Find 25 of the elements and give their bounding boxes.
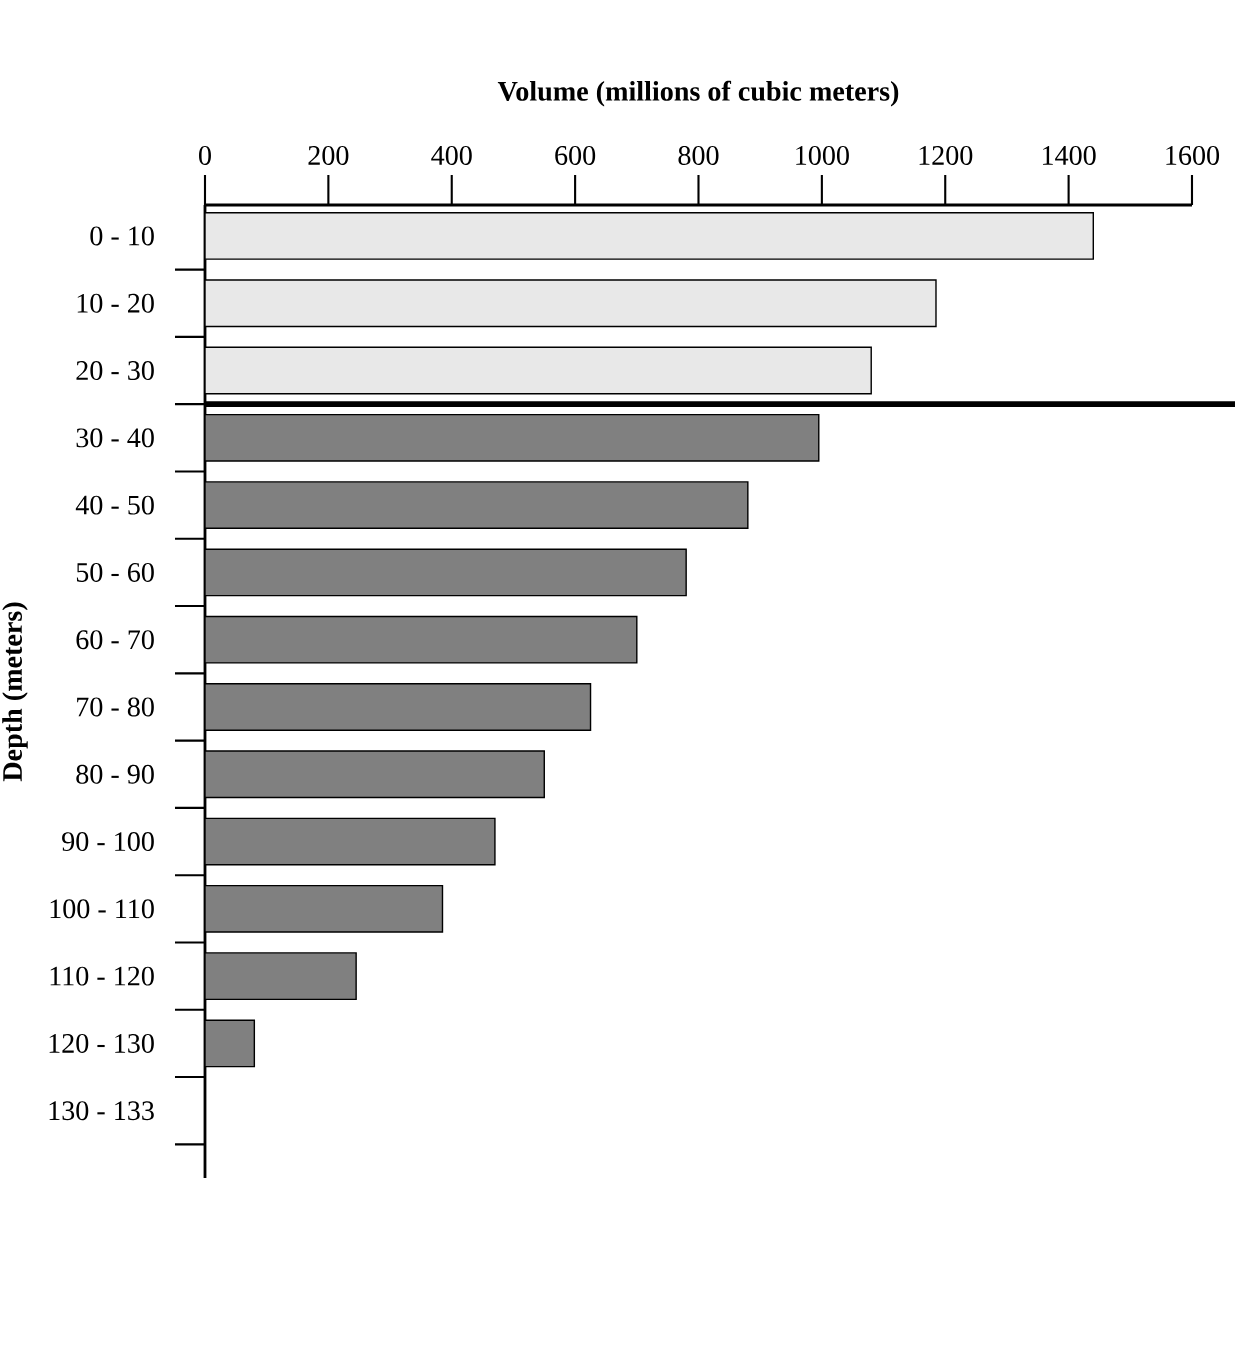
y-tick-label: 110 - 120 — [50, 966, 154, 986]
x-tick-label: 200 — [308, 145, 349, 165]
x-tick-label: 1000 — [796, 145, 849, 165]
x-tick-label: 0 — [199, 145, 211, 165]
x-tick-label: 600 — [555, 145, 596, 165]
y-tick-label: 60 - 70 — [76, 630, 154, 650]
y-tick-label: 90 - 100 — [62, 832, 154, 852]
x-tick-label: 1600 — [1166, 145, 1220, 165]
y-tick-label: 80 - 90 — [76, 764, 154, 784]
y-tick-label: 40 - 50 — [75, 495, 154, 515]
x-tick-label: 1200 — [919, 145, 973, 165]
y-tick-label: 20 - 30 — [76, 361, 154, 381]
x-tick-label: 1400 — [1042, 145, 1096, 165]
y-tick-label: 10 - 20 — [77, 293, 154, 313]
x-axis-title: Volume (millions of cubic meters) — [497, 80, 899, 107]
y-tick-label: 70 - 80 — [77, 697, 154, 717]
x-tick-label: 400 — [431, 145, 472, 165]
y-tick-label: 100 - 110 — [50, 899, 154, 919]
x-tick-label: 800 — [678, 145, 719, 165]
y-tick-label: 30 - 40 — [76, 428, 154, 448]
y-tick-label: 130 - 133 — [49, 1101, 154, 1121]
y-tick-label: 120 - 130 — [49, 1033, 154, 1053]
y-tick-label: 0 - 10 — [90, 226, 154, 246]
y-axis-title: Depth (meters) — [2, 602, 28, 782]
y-tick-label: 50 - 60 — [76, 562, 154, 582]
